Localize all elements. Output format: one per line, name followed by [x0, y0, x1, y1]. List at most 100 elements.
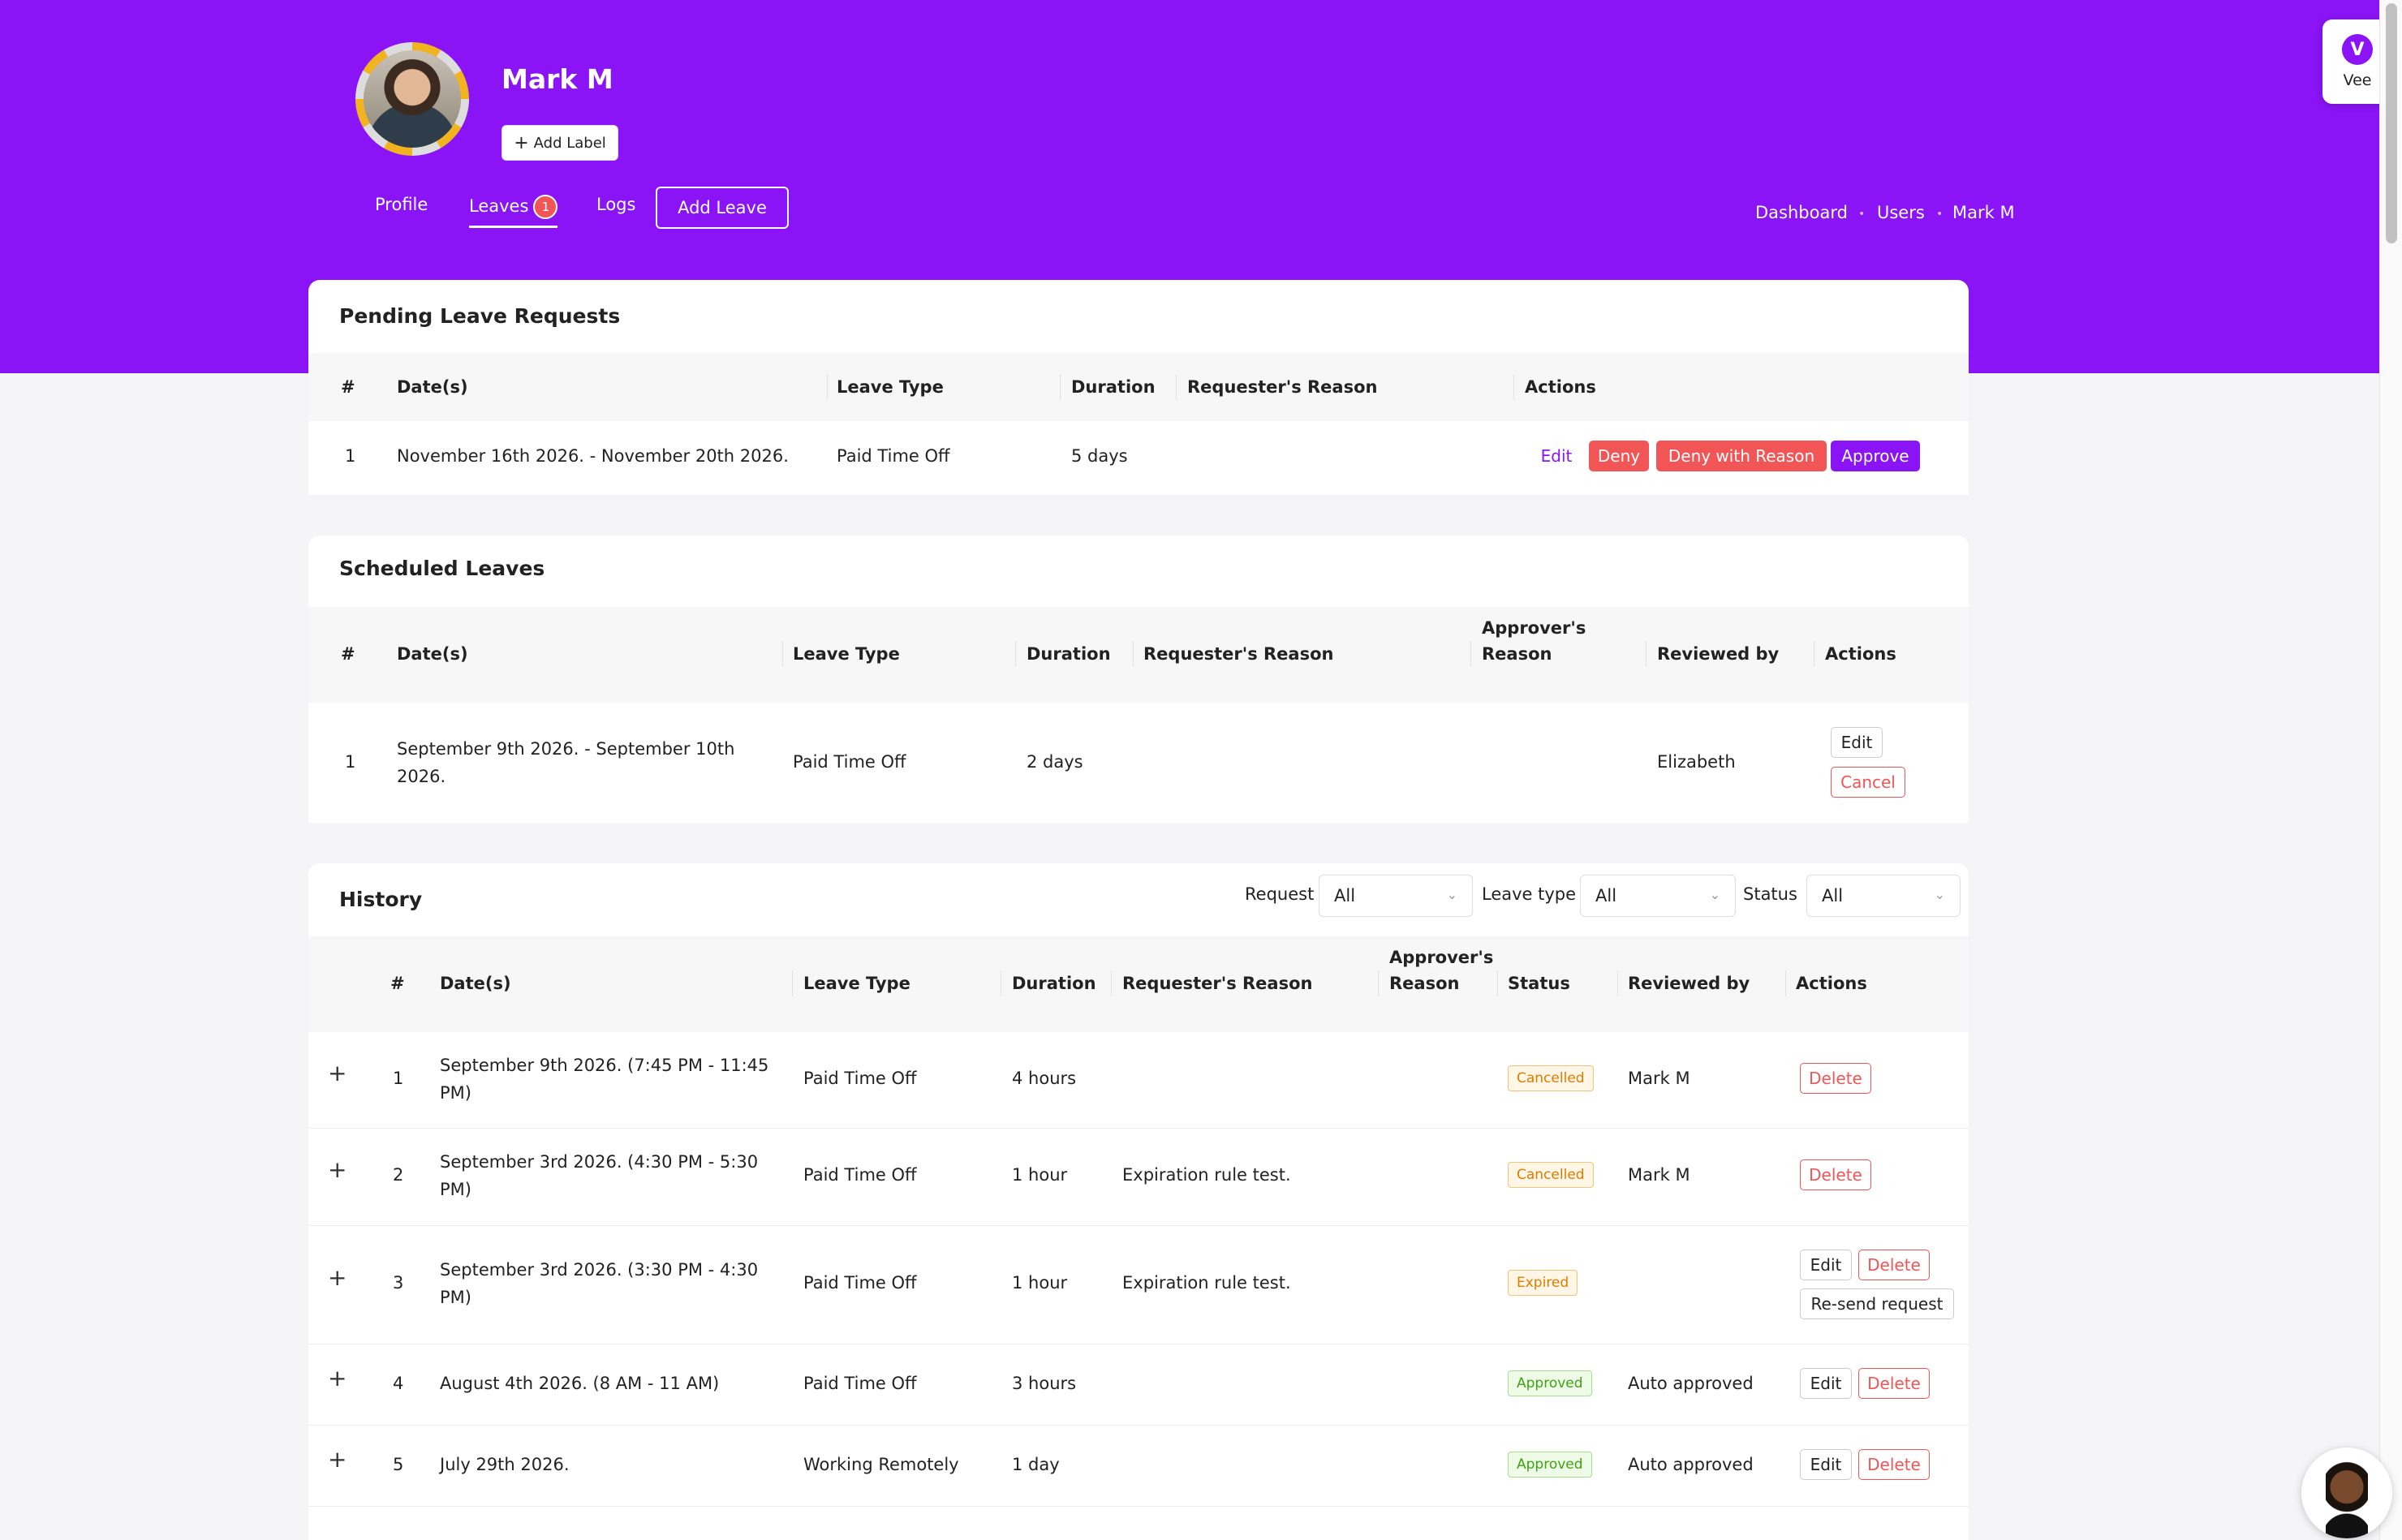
status-badge: Expired — [1508, 1270, 1578, 1296]
request-filter-select[interactable]: All ⌄ — [1319, 875, 1473, 917]
header-reviewed-by: Reviewed by — [1628, 974, 1750, 993]
add-label-button[interactable]: + Add Label — [501, 125, 618, 161]
history-row-number: 3 — [393, 1273, 404, 1293]
expand-row-icon[interactable]: + — [328, 1264, 347, 1291]
pending-row-duration: 5 days — [1071, 446, 1128, 466]
history-edit-button[interactable]: Edit — [1800, 1368, 1852, 1399]
header-leave-type: Leave Type — [793, 644, 900, 664]
vee-logo-icon: V — [2342, 34, 2373, 65]
avatar-photo — [364, 50, 461, 148]
pending-requests-card: Pending Leave Requests # Date(s) Leave T… — [308, 280, 1969, 495]
expand-row-icon[interactable]: + — [328, 1156, 347, 1183]
history-row-duration: 3 hours — [1012, 1374, 1077, 1393]
pending-row-dates: November 16th 2026. - November 20th 2026… — [397, 446, 789, 466]
leave-type-filter-label: Leave type — [1482, 884, 1577, 904]
header-number: # — [341, 644, 355, 664]
chevron-down-icon: ⌄ — [1934, 887, 1945, 902]
history-row-leave-type: Paid Time Off — [803, 1069, 917, 1088]
header-requester-reason: Requester's Reason — [1122, 974, 1313, 993]
history-delete-button[interactable]: Delete — [1858, 1368, 1930, 1399]
history-row-dates: August 4th 2026. (8 AM - 11 AM) — [440, 1374, 720, 1393]
support-chat-avatar[interactable] — [2301, 1448, 2392, 1538]
pending-table-header: # Date(s) Leave Type Duration Requester'… — [308, 353, 1969, 421]
header-approver-reason: Approver's Reason — [1389, 948, 1494, 993]
leave-type-filter-select[interactable]: All ⌄ — [1580, 875, 1736, 917]
avatar — [355, 42, 469, 156]
header-requester-reason: Requester's Reason — [1143, 644, 1334, 664]
header-leave-type: Leave Type — [837, 377, 944, 397]
page-scrollbar[interactable] — [2379, 0, 2402, 1540]
header-dates: Date(s) — [397, 377, 468, 397]
deny-with-reason-button[interactable]: Deny with Reason — [1656, 441, 1827, 471]
scheduled-edit-button[interactable]: Edit — [1831, 727, 1883, 758]
history-delete-button[interactable]: Delete — [1800, 1063, 1871, 1094]
user-name: Mark M — [501, 63, 613, 95]
breadcrumb-users[interactable]: Users — [1877, 203, 1925, 222]
history-row-leave-type: Working Remotely — [803, 1455, 959, 1474]
history-row-dates: July 29th 2026. — [440, 1455, 570, 1474]
header-dates: Date(s) — [397, 644, 468, 664]
breadcrumb-separator: • — [1936, 208, 1944, 221]
header-reviewed-by: Reviewed by — [1657, 644, 1780, 664]
history-delete-button[interactable]: Delete — [1800, 1159, 1871, 1190]
history-row-duration: 4 hours — [1012, 1069, 1077, 1088]
leave-type-filter-value: All — [1595, 886, 1617, 906]
header-duration: Duration — [1027, 644, 1111, 664]
history-row-reason: Expiration rule test. — [1122, 1165, 1291, 1185]
status-badge: Approved — [1508, 1370, 1592, 1396]
header-actions: Actions — [1525, 377, 1596, 397]
header-approver-reason: Approver's Reason — [1482, 618, 1586, 664]
status-filter-select[interactable]: All ⌄ — [1806, 875, 1961, 917]
history-edit-button[interactable]: Edit — [1800, 1250, 1852, 1280]
tab-leaves[interactable]: Leaves 1 — [469, 195, 558, 228]
scheduled-row-reviewed-by: Elizabeth — [1657, 752, 1736, 772]
header-leave-type: Leave Type — [803, 974, 910, 993]
status-badge: Cancelled — [1508, 1065, 1594, 1091]
history-row-reviewed-by: Mark M — [1628, 1165, 1690, 1185]
leaves-count-badge: 1 — [533, 195, 558, 219]
support-agent-icon — [2326, 1460, 2368, 1538]
history-row-number: 2 — [393, 1165, 404, 1185]
plus-icon: + — [514, 132, 529, 153]
tab-leaves-label: Leaves — [469, 196, 529, 216]
scheduled-leaves-card: Scheduled Leaves # Date(s) Leave Type Du… — [308, 536, 1969, 823]
history-row-reviewed-by: Auto approved — [1628, 1374, 1754, 1393]
tab-profile[interactable]: Profile — [375, 195, 428, 214]
header-duration: Duration — [1012, 974, 1096, 993]
add-label-text: Add Label — [533, 134, 606, 152]
scheduled-cancel-button[interactable]: Cancel — [1831, 767, 1905, 798]
chevron-down-icon: ⌄ — [1446, 887, 1457, 902]
expand-row-icon[interactable]: + — [328, 1365, 347, 1392]
chevron-down-icon: ⌄ — [1709, 887, 1720, 902]
header-actions: Actions — [1825, 644, 1896, 664]
history-title: History — [339, 888, 423, 911]
request-filter-value: All — [1334, 886, 1356, 906]
history-row-duration: 1 hour — [1012, 1165, 1068, 1185]
expand-row-icon[interactable]: + — [328, 1060, 347, 1086]
scheduled-row-dates: September 9th 2026. - September 10th 202… — [397, 739, 735, 786]
history-row-number: 1 — [393, 1069, 404, 1088]
approve-button[interactable]: Approve — [1831, 441, 1920, 471]
history-row-number: 5 — [393, 1455, 404, 1474]
history-delete-button[interactable]: Delete — [1858, 1250, 1930, 1280]
pending-edit-button[interactable]: Edit — [1540, 446, 1573, 466]
header-duration: Duration — [1071, 377, 1156, 397]
breadcrumb-dashboard[interactable]: Dashboard — [1755, 203, 1848, 222]
expand-row-icon[interactable]: + — [328, 1446, 347, 1473]
tab-logs[interactable]: Logs — [596, 195, 636, 214]
status-filter-value: All — [1822, 886, 1844, 906]
deny-button[interactable]: Deny — [1589, 441, 1649, 471]
add-leave-button[interactable]: Add Leave — [656, 187, 789, 229]
history-row-duration: 1 day — [1012, 1455, 1060, 1474]
history-delete-button[interactable]: Delete — [1858, 1449, 1930, 1480]
header-actions: Actions — [1796, 974, 1867, 993]
resend-request-button[interactable]: Re-send request — [1800, 1288, 1954, 1319]
history-row-reviewed-by: Mark M — [1628, 1069, 1690, 1088]
history-row-reviewed-by: Auto approved — [1628, 1455, 1754, 1474]
scheduled-leaves-title: Scheduled Leaves — [339, 557, 545, 580]
scroll-thumb[interactable] — [2386, 3, 2397, 243]
history-card: History # Date(s) Leave Type Duration Re… — [308, 863, 1969, 1540]
scheduled-row-leave-type: Paid Time Off — [793, 752, 906, 772]
status-badge: Approved — [1508, 1452, 1592, 1478]
history-edit-button[interactable]: Edit — [1800, 1449, 1852, 1480]
